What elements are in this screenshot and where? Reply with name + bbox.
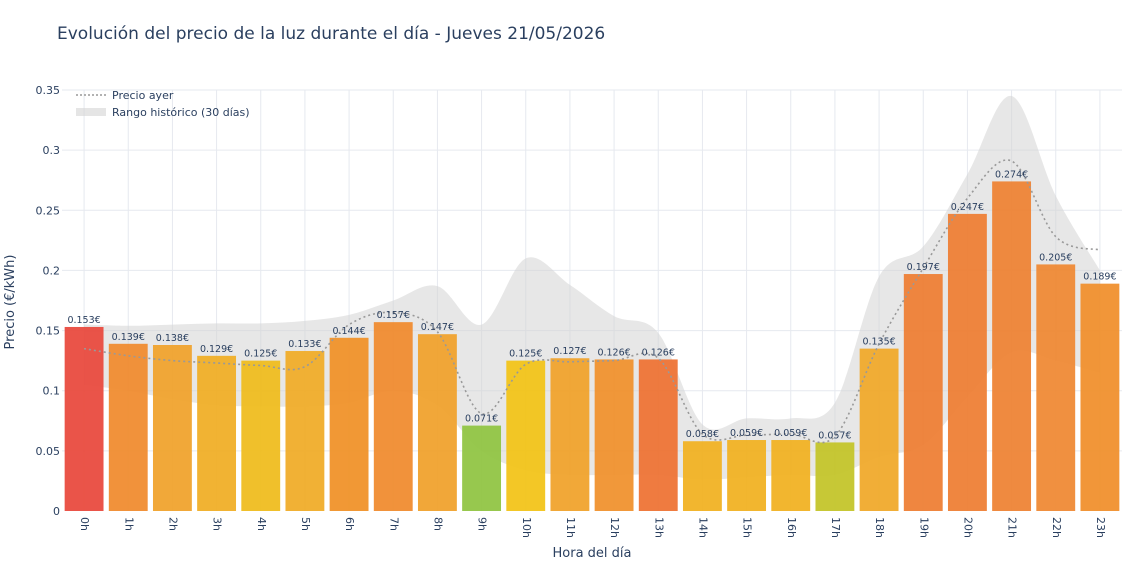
y-tick-label: 0 — [53, 505, 60, 518]
historical-range — [84, 95, 1100, 480]
x-tick-label: 19h — [917, 517, 930, 538]
bar-value-label: 0.058€ — [686, 429, 719, 440]
price-bar — [550, 358, 590, 511]
x-tick-label: 22h — [1050, 517, 1063, 538]
x-tick-label: 23h — [1094, 517, 1107, 538]
bar-value-label: 0.247€ — [951, 202, 984, 213]
y-axis-title: Precio (€/kWh) — [3, 255, 18, 350]
y-tick-label: 0.1 — [43, 385, 61, 398]
x-tick-label: 8h — [431, 517, 444, 531]
x-tick-label: 1h — [122, 517, 135, 531]
bar-labels: 0.153€ 0.139€ 0.138€ 0.129€ 0.125€ 0.133€ 0.14… — [67, 169, 1116, 441]
price-bar — [108, 343, 148, 511]
price-bar — [1036, 264, 1076, 511]
x-tick-label: 10h — [520, 517, 533, 538]
legend-range-label: Rango histórico (30 días) — [112, 106, 250, 119]
y-tick-label: 0.15 — [36, 325, 61, 338]
bar-value-label: 0.139€ — [112, 332, 145, 343]
legend-yesterday-label: Precio ayer — [112, 89, 174, 102]
y-axis-ticks: 0 0.05 0.1 0.15 0.2 0.25 0.3 0.35 — [36, 84, 61, 518]
bars — [64, 181, 1120, 511]
bar-value-label: 0.133€ — [288, 339, 321, 350]
yesterday-line — [83, 159, 1101, 444]
bar-value-label: 0.189€ — [1083, 272, 1116, 283]
bar-value-label: 0.125€ — [244, 349, 277, 360]
bar-value-label: 0.057€ — [818, 430, 851, 441]
bar-value-label: 0.144€ — [332, 326, 365, 337]
legend: Precio ayer Rango histórico (30 días) — [76, 89, 250, 119]
price-bar — [506, 360, 546, 511]
bar-value-label: 0.126€ — [597, 347, 630, 358]
price-bar — [417, 334, 457, 511]
price-bar — [682, 441, 722, 511]
bar-value-label: 0.135€ — [862, 337, 895, 348]
x-tick-label: 4h — [255, 517, 268, 531]
price-bar — [64, 326, 104, 511]
price-bar — [638, 359, 678, 511]
bar-value-label: 0.059€ — [730, 428, 763, 439]
price-bar — [594, 359, 634, 511]
x-tick-label: 11h — [564, 517, 577, 538]
bar-value-label: 0.274€ — [995, 169, 1028, 180]
legend-range-swatch — [76, 108, 106, 116]
price-bar — [903, 274, 943, 511]
price-bar — [771, 440, 811, 511]
price-bar — [152, 345, 192, 511]
bar-value-label: 0.059€ — [774, 428, 807, 439]
bar-value-label: 0.153€ — [67, 315, 100, 326]
x-tick-label: 12h — [608, 517, 621, 538]
x-tick-label: 5h — [299, 517, 312, 531]
x-tick-label: 21h — [1006, 517, 1019, 538]
x-tick-label: 6h — [343, 517, 356, 531]
price-bar — [462, 425, 502, 511]
bar-value-label: 0.138€ — [156, 333, 189, 344]
bar-value-label: 0.205€ — [1039, 252, 1072, 263]
bar-value-label: 0.129€ — [200, 344, 233, 355]
x-tick-label: 14h — [696, 517, 709, 538]
price-bar — [727, 440, 767, 511]
price-bar — [1080, 283, 1120, 511]
bar-value-label: 0.147€ — [421, 322, 454, 333]
x-tick-label: 17h — [829, 517, 842, 538]
bar-value-label: 0.197€ — [907, 262, 940, 273]
bar-value-label: 0.127€ — [553, 346, 586, 357]
y-tick-label: 0.2 — [43, 264, 61, 277]
y-tick-label: 0.25 — [36, 204, 61, 217]
x-tick-label: 7h — [387, 517, 400, 531]
bar-value-label: 0.157€ — [377, 310, 410, 321]
x-tick-label: 0h — [78, 517, 91, 531]
y-tick-label: 0.05 — [36, 445, 61, 458]
price-bar — [241, 360, 281, 511]
bar-value-label: 0.126€ — [642, 347, 675, 358]
x-tick-label: 16h — [785, 517, 798, 538]
x-tick-label: 2h — [166, 517, 179, 531]
x-axis-ticks: 0h 1h 2h 3h 4h 5h 6h 7h 8h 9h 10h 11h 12h 13h 14h 15h 16… — [78, 517, 1107, 538]
price-bar — [859, 348, 899, 511]
price-bar — [947, 213, 987, 511]
x-axis-title: Hora del día — [553, 546, 632, 561]
historical-range-band — [84, 95, 1100, 480]
bar-value-label: 0.125€ — [509, 349, 542, 360]
yesterday-price-line — [83, 159, 1101, 444]
x-tick-label: 3h — [211, 517, 224, 531]
y-tick-label: 0.3 — [43, 144, 61, 157]
x-tick-label: 18h — [873, 517, 886, 538]
chart-title: Evolución del precio de la luz durante e… — [57, 24, 605, 44]
price-bar — [197, 355, 237, 511]
x-tick-label: 20h — [961, 517, 974, 538]
price-bar — [285, 351, 325, 511]
x-tick-label: 13h — [652, 517, 665, 538]
price-bar — [815, 442, 855, 511]
price-bar — [373, 322, 413, 511]
price-bar — [992, 181, 1032, 511]
bar-value-label: 0.071€ — [465, 414, 498, 425]
x-tick-label: 9h — [476, 517, 489, 531]
y-tick-label: 0.35 — [36, 84, 61, 97]
x-tick-label: 15h — [741, 517, 754, 538]
price-bar — [329, 337, 369, 511]
